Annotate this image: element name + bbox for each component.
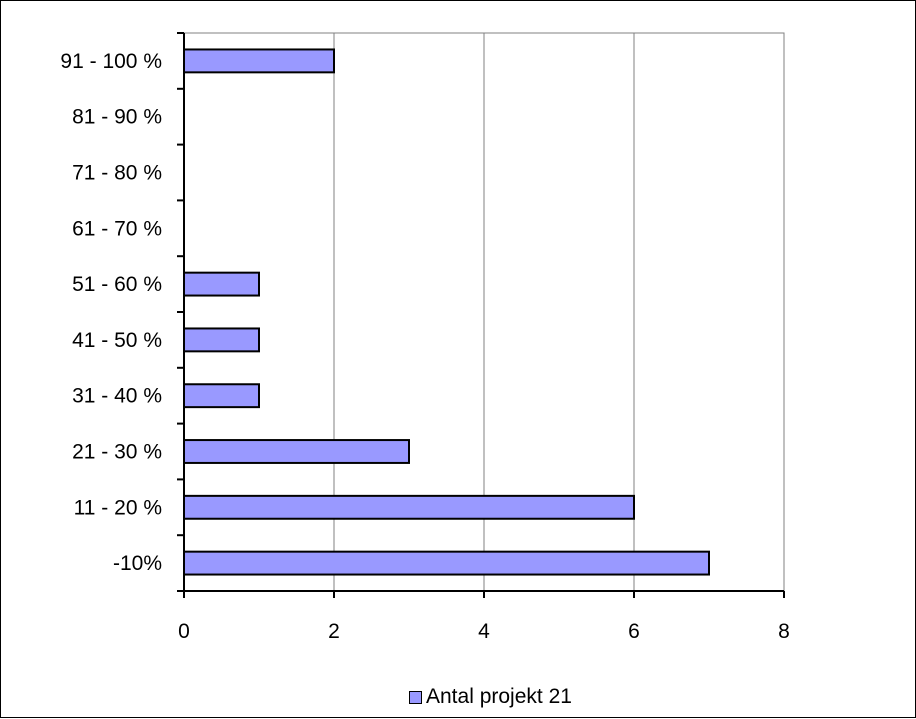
- category-label-2: 21 - 30 %: [72, 441, 162, 464]
- category-label-8: 81 - 90 %: [72, 106, 162, 129]
- category-label-3: 31 - 40 %: [72, 385, 162, 408]
- x-tick-label-2: 4: [478, 620, 490, 643]
- category-label-5: 51 - 60 %: [72, 273, 162, 296]
- legend-label: Antal projekt 21: [426, 685, 572, 708]
- x-tick-label-3: 6: [628, 620, 640, 643]
- category-label-9: 91 - 100 %: [60, 50, 162, 73]
- category-label-1: 11 - 20 %: [74, 496, 162, 519]
- x-tick-label-0: 0: [178, 620, 190, 643]
- category-label-4: 41 - 50 %: [72, 329, 162, 352]
- bar-1: [183, 494, 635, 520]
- bar-4: [183, 327, 260, 353]
- category-label-6: 61 - 70 %: [72, 217, 162, 240]
- bar-9: [183, 48, 335, 74]
- legend: Antal projekt 21: [409, 684, 572, 710]
- bar-3: [183, 383, 260, 409]
- x-tick-label-4: 8: [778, 620, 790, 643]
- category-label-0: -10%: [113, 552, 162, 575]
- legend-swatch: [409, 690, 422, 704]
- x-tick-label-1: 2: [328, 620, 340, 643]
- bar-5: [183, 271, 260, 297]
- bar-0: [183, 550, 710, 576]
- category-label-7: 71 - 80 %: [72, 162, 162, 185]
- bar-2: [183, 439, 410, 464]
